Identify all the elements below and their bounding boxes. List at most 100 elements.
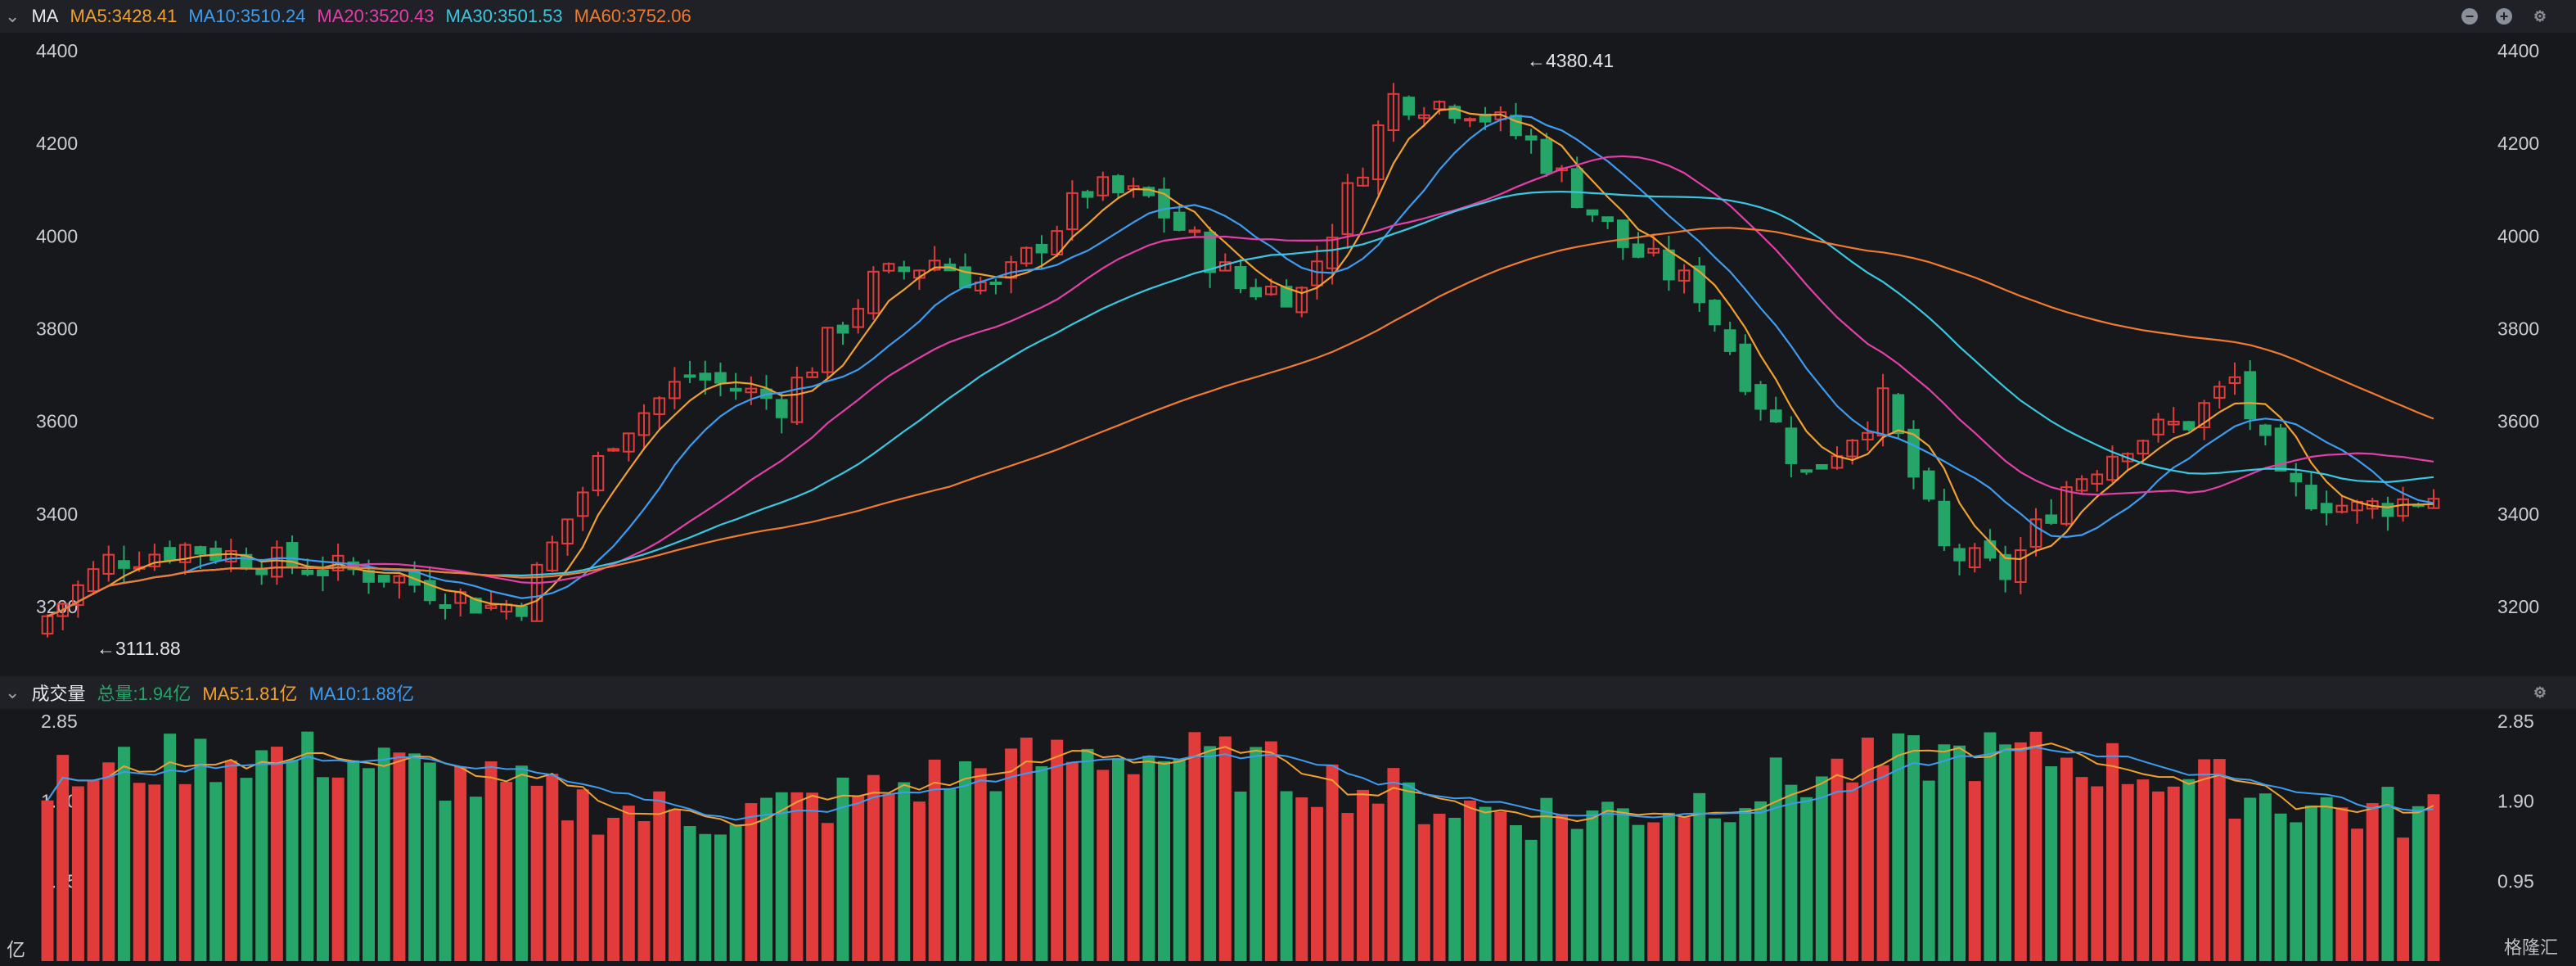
low-annotation: ←3111.88 xyxy=(97,638,181,659)
minus-icon[interactable]: − xyxy=(2461,8,2478,25)
volume-bar xyxy=(576,789,589,961)
volume-bar xyxy=(1922,780,1935,961)
volume-tick-label: 2.85 xyxy=(41,711,78,732)
volume-bar xyxy=(2381,787,2394,961)
volume-bar xyxy=(1509,825,1522,961)
volume-bar xyxy=(637,821,651,961)
candle-body xyxy=(1723,329,1736,352)
candle-body xyxy=(271,546,283,578)
candle-body xyxy=(1020,246,1033,264)
candle-body xyxy=(989,282,1002,286)
volume-title[interactable]: 成交量 xyxy=(31,684,86,704)
volume-bar xyxy=(1540,797,1553,961)
candle-body xyxy=(2091,473,2104,485)
candle-body xyxy=(1846,440,1859,458)
candle-body xyxy=(72,584,84,607)
volume-settings-icon[interactable]: ⚙ xyxy=(2533,684,2547,701)
volume-bar xyxy=(1739,808,1752,961)
volume-bar xyxy=(2029,731,2042,961)
candle-body xyxy=(2045,514,2058,524)
volume-bar xyxy=(363,768,376,961)
candle-body xyxy=(1754,384,1767,410)
volume-bar xyxy=(41,800,54,961)
volume-bar xyxy=(989,791,1002,961)
candle-body xyxy=(2305,485,2317,510)
price-tick-label: 4200 xyxy=(36,133,78,154)
volume-total: 总量:1.94亿 xyxy=(97,684,191,704)
volume-bar xyxy=(56,755,70,961)
candle-body xyxy=(867,270,880,314)
candle-body xyxy=(852,308,865,328)
volume-bar xyxy=(2228,819,2241,961)
candle-body xyxy=(561,518,574,544)
candle-body xyxy=(1173,211,1186,231)
volume-bar xyxy=(347,760,360,961)
volume-bar xyxy=(2244,797,2257,961)
volume-bar xyxy=(2091,786,2104,961)
candle-body xyxy=(2137,440,2150,455)
volume-bar xyxy=(668,809,681,961)
volume-bar xyxy=(454,766,467,961)
candle-body xyxy=(1693,265,1706,304)
volume-bar xyxy=(1387,768,1400,961)
candle-body xyxy=(1341,182,1354,235)
candle-body xyxy=(1601,216,1614,222)
volume-bar xyxy=(1953,745,1966,961)
candle-body xyxy=(1663,249,1675,281)
volume-bar xyxy=(1005,748,1018,961)
candle-body xyxy=(669,381,681,399)
candle-body xyxy=(1112,175,1124,194)
candle-body xyxy=(2029,518,2042,548)
indicator-label[interactable]: MA xyxy=(31,6,59,26)
ma20-line xyxy=(47,155,2434,617)
candle-body xyxy=(530,563,543,622)
volume-bar xyxy=(1601,801,1615,961)
candle-body xyxy=(1815,463,1828,470)
plus-icon[interactable]: + xyxy=(2496,8,2512,25)
volume-bar xyxy=(1173,758,1186,961)
candle-body xyxy=(1464,118,1476,122)
candle-body xyxy=(1234,266,1247,290)
candle-body xyxy=(484,604,498,609)
volume-bar xyxy=(270,747,283,961)
volume-bar xyxy=(1938,744,1951,961)
candle-body xyxy=(637,412,651,436)
candle-body xyxy=(2014,549,2027,583)
volume-ma10-legend: MA10:1.88亿 xyxy=(308,684,414,704)
volume-bar xyxy=(1463,800,1476,961)
volume-bar xyxy=(377,747,390,961)
candle-body xyxy=(377,575,390,583)
volume-bar xyxy=(683,826,696,961)
volume-bar xyxy=(2075,777,2088,961)
high-annotation: ←4380.41 xyxy=(1527,50,1614,71)
settings-icon[interactable]: ⚙ xyxy=(2533,8,2547,25)
volume-bar xyxy=(1204,746,1217,961)
candle-body xyxy=(1984,540,1997,559)
volume-bar xyxy=(2045,766,2058,961)
volume-bar xyxy=(745,803,758,961)
volume-bar xyxy=(561,820,574,961)
candle-body xyxy=(224,550,237,562)
volume-bar xyxy=(148,784,161,961)
candle-body xyxy=(683,374,696,378)
volume-bar xyxy=(1448,817,1461,961)
volume-bar xyxy=(1846,782,1859,961)
volume-bar xyxy=(607,817,620,961)
volume-bar xyxy=(2152,791,2165,961)
price-tick-label: 3600 xyxy=(36,411,78,432)
volume-bar xyxy=(1968,781,1981,961)
candle-body xyxy=(2397,498,2409,517)
candle-body xyxy=(714,372,727,384)
candle-body xyxy=(2121,453,2134,463)
ma5-line xyxy=(47,107,2434,617)
volume-panel-header: ⌄ 成交量 总量:1.94亿 MA5:1.81亿 MA10:1.88亿 xyxy=(0,676,2576,709)
volume-bar xyxy=(1158,761,1171,961)
volume-collapse-toggle-icon[interactable]: ⌄ xyxy=(5,682,20,702)
candle-body xyxy=(1540,138,1553,174)
price-ma-lines xyxy=(47,107,2434,617)
volume-bar xyxy=(1632,824,1645,961)
collapse-toggle-icon[interactable]: ⌄ xyxy=(5,6,20,26)
candle-body xyxy=(1709,300,1721,326)
candle-body xyxy=(1616,219,1629,248)
